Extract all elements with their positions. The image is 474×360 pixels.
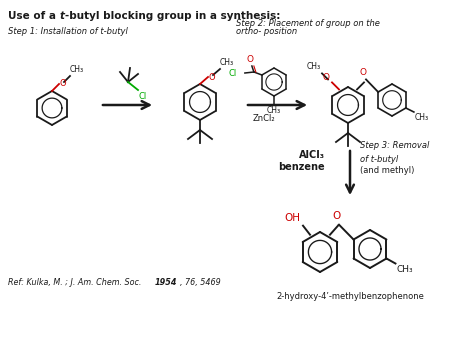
Text: ortho- position: ortho- position [236,27,297,36]
Text: O: O [209,72,216,81]
Text: t: t [60,11,65,21]
Text: Step 2: Placement of group on the: Step 2: Placement of group on the [236,19,380,28]
Text: ZnCl₂: ZnCl₂ [253,114,275,123]
Text: O: O [60,80,67,89]
Text: CH₃: CH₃ [267,106,281,115]
Text: -butyl blocking group in a synthesis:: -butyl blocking group in a synthesis: [65,11,281,21]
Text: Cl: Cl [139,92,147,101]
Text: benzene: benzene [278,162,325,172]
Text: AlCl₃: AlCl₃ [299,150,325,160]
Text: CH₃: CH₃ [396,266,413,274]
Text: 2-hydroxy-4’-methylbenzophenone: 2-hydroxy-4’-methylbenzophenone [276,292,424,301]
Text: 1954: 1954 [155,278,177,287]
Text: Step 3: Removal: Step 3: Removal [360,141,429,150]
Text: , 76, 5469: , 76, 5469 [180,278,221,287]
Text: of t-butyl: of t-butyl [360,155,398,164]
Text: CH₃: CH₃ [415,113,429,122]
Text: Use of a: Use of a [8,11,60,21]
Text: O: O [333,211,341,221]
Text: CH₃: CH₃ [70,65,84,74]
Text: CH₃: CH₃ [307,62,321,71]
Text: O: O [359,68,366,77]
Text: O: O [323,73,330,82]
Text: OH: OH [284,213,300,223]
Text: Step 1: Installation of t-butyl: Step 1: Installation of t-butyl [8,27,128,36]
Text: O: O [246,55,254,64]
Text: (and methyl): (and methyl) [360,166,414,175]
Text: CH₃: CH₃ [220,58,234,67]
Text: Cl: Cl [228,68,237,77]
Text: Ref: Kulka, M. ; J. Am. Chem. Soc.: Ref: Kulka, M. ; J. Am. Chem. Soc. [8,278,144,287]
